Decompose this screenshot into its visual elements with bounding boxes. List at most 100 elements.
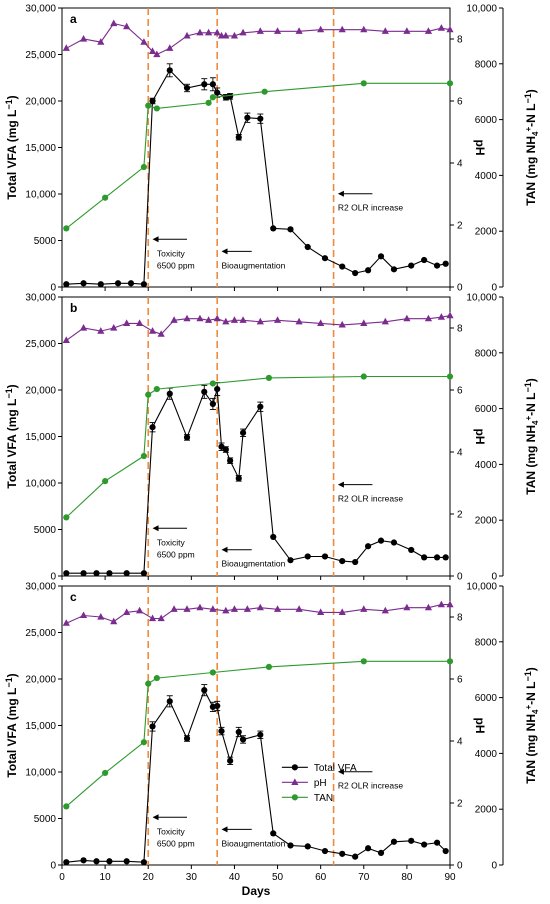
ph-point [196, 603, 204, 611]
panel-b: 0 5000 10,000 15,000 20,000 25,000 30,000 0 2 4 6 8… [4, 293, 540, 583]
legend-label: pH [314, 778, 327, 789]
annotation-text: Toxicity [157, 248, 186, 258]
ph-point [424, 27, 433, 34]
vfa-point [201, 81, 208, 88]
vfa-point [97, 281, 104, 288]
vfa-point [235, 728, 242, 736]
left-axis-title: Total VFA (mg L−1) [4, 95, 19, 199]
vfa-point [214, 702, 221, 710]
left-tick-label: 25,000 [25, 339, 56, 350]
vfa-point [321, 847, 329, 855]
annotation-text: 6500 ppm [157, 260, 195, 270]
tan-point [446, 658, 454, 665]
left-tick-label: 30,000 [25, 4, 56, 15]
ph-point [148, 47, 157, 54]
ph-point [256, 27, 264, 34]
vfa-point [352, 558, 359, 566]
ph-point [213, 314, 221, 322]
ph-point [136, 606, 144, 614]
tan-axis-title: TAN (mg NH4+-N L−1) [523, 378, 540, 495]
tan-point [153, 105, 160, 112]
tan-point [265, 663, 273, 671]
left-tick-label: 0 [50, 572, 56, 583]
tan-point [360, 658, 367, 665]
left-tick-label: 0 [50, 861, 56, 872]
ph-point [317, 25, 325, 33]
annotation-arrowhead [337, 481, 344, 488]
ph-point [360, 319, 368, 326]
ph-point [317, 608, 325, 615]
ph-point [123, 22, 131, 30]
tan-point [205, 99, 212, 106]
ph-point [381, 606, 389, 614]
ph-point [196, 28, 204, 36]
ph-point [424, 603, 433, 611]
ph-point [110, 617, 118, 625]
tan-line [65, 82, 450, 229]
legend-marker [291, 764, 298, 771]
panel-a: 0 5000 10,000 15,000 20,000 25,000 30,000 0 2 4 6 8… [4, 4, 540, 294]
ph-point [338, 608, 346, 615]
ph-point [209, 605, 217, 612]
vfa-point [304, 553, 311, 560]
ph-tick-label: 8 [457, 613, 463, 624]
tan-tick-label: 10,000 [466, 4, 497, 15]
vfa-point [433, 262, 441, 269]
vfa-point [433, 839, 441, 846]
ph-point [97, 327, 105, 334]
left-tick-label: 15,000 [25, 721, 56, 732]
ph-point [403, 603, 411, 611]
ph-tick-label: 8 [457, 35, 463, 46]
left-tick-label: 5000 [34, 236, 57, 247]
ph-tick-label: 4 [457, 159, 463, 170]
ph-tick-label: 8 [457, 324, 463, 335]
ph-point [256, 603, 264, 611]
ph-point [295, 27, 303, 34]
ph-tick-label: 2 [457, 510, 463, 521]
vfa-point [166, 698, 173, 705]
left-tick-label: 30,000 [25, 582, 56, 593]
vfa-point [352, 269, 359, 277]
x-tick-label: 90 [444, 872, 456, 883]
ph-point [222, 317, 230, 325]
ph-tick-label: 0 [457, 283, 463, 294]
ph-point [79, 324, 88, 331]
tan-point [265, 374, 273, 382]
left-tick-label: 30,000 [25, 293, 56, 304]
vfa-point [227, 93, 234, 100]
ph-point [360, 25, 368, 33]
vfa-point [235, 475, 242, 482]
vfa-point [63, 859, 70, 866]
vfa-point [244, 114, 251, 121]
tan-point [102, 478, 109, 485]
ph-point [256, 317, 264, 325]
ph-point [446, 600, 454, 608]
vfa-point [442, 847, 449, 855]
annotation-arrowhead [152, 814, 159, 821]
vfa-point [214, 89, 221, 96]
vfa-point [390, 838, 398, 845]
vfa-point [127, 280, 135, 287]
vfa-point [433, 554, 441, 561]
left-tick-label: 5000 [34, 814, 57, 825]
tan-point [446, 80, 454, 87]
ph-point [317, 319, 325, 326]
vfa-point [166, 67, 173, 74]
left-tick-label: 10,000 [25, 190, 56, 201]
tan-tick-label: 4000 [475, 460, 498, 471]
vfa-point [270, 225, 277, 232]
vfa-point [218, 727, 225, 735]
vfa-point [287, 226, 294, 233]
ph-point [239, 316, 247, 323]
x-tick-label: 80 [401, 872, 413, 883]
vfa-point [239, 429, 247, 436]
legend-marker [291, 778, 299, 785]
vfa-point [201, 388, 208, 395]
ph-point [136, 319, 144, 326]
left-tick-label: 10,000 [25, 479, 56, 490]
ph-point [437, 313, 445, 320]
annotation-text: 6500 ppm [157, 549, 195, 559]
legend-marker [291, 794, 298, 801]
x-tick-label: 40 [229, 872, 241, 883]
panel-c: 0500010,00015,00020,00025,00030,00002468… [4, 582, 540, 884]
